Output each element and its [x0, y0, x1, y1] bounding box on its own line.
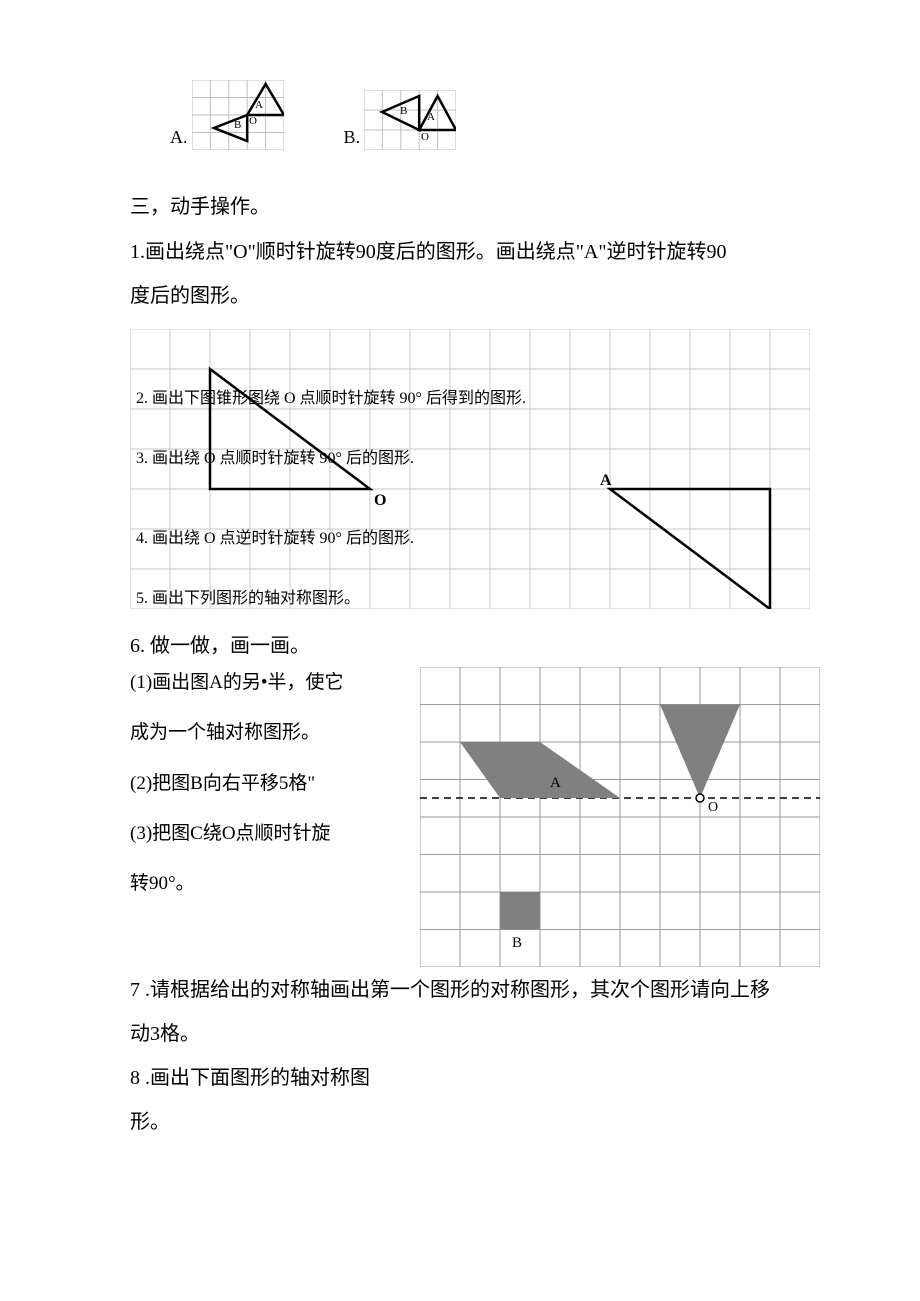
q6-figure: A O B [420, 667, 820, 967]
main-grid-figure: O A 2. 画出下图锥形图绕 O 点顺时针旋转 90° 后得到的图形. 3. … [130, 329, 810, 609]
q6-title: 6. 做一做，画一画。 [130, 627, 810, 665]
section-title: 三，动手操作。 [130, 190, 810, 219]
q7-line1: 7 .请根据给出的对称轴画出第一个图形的对称图形，其次个图形请向上移 [130, 971, 810, 1009]
choice-A-diagram: A B O [192, 80, 284, 150]
overlay-q3: 3. 画出绕 O 点顺时针旋转 90° 后的图形. [136, 449, 414, 467]
choice-B-diagram: A B O [364, 90, 456, 150]
q6-svg: A O B [420, 667, 820, 967]
svg-text:A: A [255, 99, 263, 111]
main-grid-svg: O A 2. 画出下图锥形图绕 O 点顺时针旋转 90° 后得到的图形. 3. … [130, 329, 810, 609]
svg-text:A: A [600, 472, 612, 489]
svg-text:B: B [234, 119, 241, 131]
q8-line2: 形。 [130, 1103, 810, 1141]
q6-p1b: 成为一个轴对称图形。 [130, 717, 400, 749]
svg-text:A: A [550, 775, 561, 791]
overlay-q4: 4. 画出绕 O 点逆时针旋转 90° 后的图形. [136, 529, 414, 547]
overlay-q2: 2. 画出下图锥形图绕 O 点顺时针旋转 90° 后得到的图形. [136, 389, 526, 407]
svg-text:B: B [512, 935, 522, 951]
svg-text:B: B [400, 105, 407, 117]
svg-text:A: A [427, 111, 435, 123]
svg-text:O: O [374, 492, 386, 509]
svg-text:O: O [249, 115, 257, 127]
q6-p1a: (1)画出图A的另•半，使它 [130, 667, 400, 699]
choice-B-label: B. [344, 127, 361, 148]
q1-line2: 度后的图形。 [130, 277, 810, 315]
q8-line1: 8 .画出下面图形的轴对称图 [130, 1059, 810, 1097]
svg-text:O: O [708, 800, 718, 815]
svg-text:O: O [421, 131, 429, 143]
q6-p3a: (3)把图C绕O点顺时针旋 [130, 818, 400, 850]
q6-p2: (2)把图B向右平移5格" [130, 768, 400, 800]
overlay-q5: 5. 画出下列图形的轴对称图形。 [136, 589, 360, 607]
choice-A: A. A B O [170, 80, 284, 150]
q6-row: (1)画出图A的另•半，使它 成为一个轴对称图形。 (2)把图B向右平移5格" … [130, 667, 810, 967]
q6-p3b: 转90°。 [130, 868, 400, 900]
choice-B: B. A B O [344, 90, 457, 150]
choice-row: A. A B O [130, 80, 810, 150]
q1-line1: 1.画出绕点"O"顺时针旋转90度后的图形。画出绕点"A"逆时针旋转90 [130, 233, 810, 271]
q6-left-text: (1)画出图A的另•半，使它 成为一个轴对称图形。 (2)把图B向右平移5格" … [130, 667, 400, 918]
worksheet-page: A. A B O [0, 0, 920, 1207]
choice-A-label: A. [170, 127, 188, 148]
q7-line2: 动3格。 [130, 1015, 810, 1053]
